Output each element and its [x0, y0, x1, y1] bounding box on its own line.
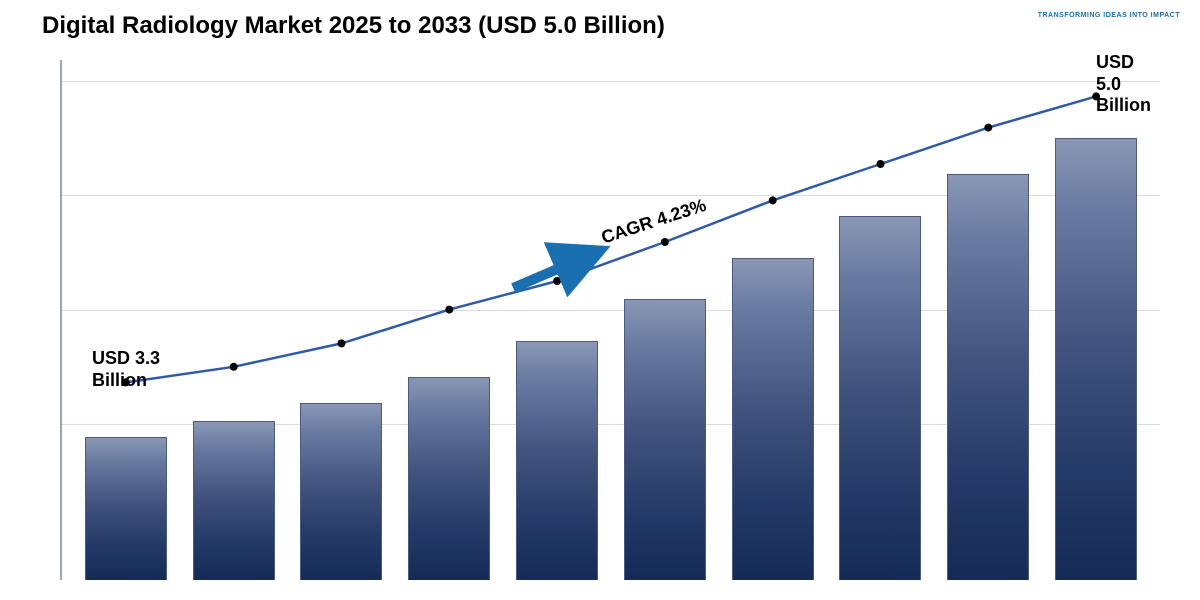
chart-plot-area: USD 3.3 Billion USD 5.0 Billion CAGR 4.2… [60, 60, 1160, 580]
chart-title: Digital Radiology Market 2025 to 2033 (U… [42, 12, 665, 40]
bar [624, 299, 706, 580]
start-label-line2: Billion [92, 370, 147, 390]
bar [85, 437, 167, 580]
bar [732, 258, 814, 580]
end-label-line2: Billion [1096, 95, 1151, 115]
start-label-line1: USD 3.3 [92, 348, 160, 368]
bar [1055, 138, 1137, 580]
end-label-line1: USD 5.0 [1096, 52, 1134, 94]
bar [193, 421, 275, 580]
bar [947, 174, 1029, 580]
bar [408, 377, 490, 580]
bar [516, 341, 598, 580]
start-value-label: USD 3.3 Billion [92, 348, 160, 391]
bar [839, 216, 921, 580]
bar-group [62, 60, 1160, 580]
bar [300, 403, 382, 580]
end-value-label: USD 5.0 Billion [1096, 52, 1160, 117]
brand-tagline: TRANSFORMING IDEAS INTO IMPACT [1038, 12, 1180, 19]
